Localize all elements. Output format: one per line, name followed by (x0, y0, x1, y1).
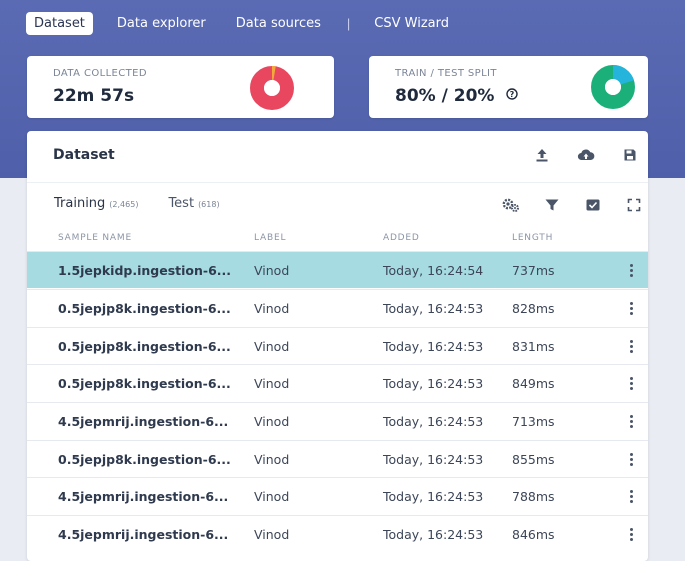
tab-dataset[interactable]: Dataset (26, 11, 93, 35)
sample-name: 4.5jepmrij.ingestion-6... (58, 527, 229, 542)
row-menu-icon[interactable] (624, 451, 638, 467)
train-test-split-text: 80% / 20% (395, 86, 495, 106)
filter-icon[interactable] (542, 195, 562, 215)
settings-icon[interactable] (501, 195, 521, 215)
table-row[interactable]: 0.5jepjp8k.ingestion-6... Vinod Today, 1… (27, 364, 648, 401)
table-row[interactable]: 0.5jepjp8k.ingestion-6... Vinod Today, 1… (27, 327, 648, 364)
sample-name: 4.5jepmrij.ingestion-6... (58, 489, 229, 504)
row-menu-icon[interactable] (624, 488, 638, 504)
sample-added: Today, 16:24:53 (383, 414, 484, 429)
column-label[interactable]: LABEL (254, 233, 287, 243)
sample-name: 0.5jepjp8k.ingestion-6... (58, 452, 231, 467)
panel-divider (27, 182, 648, 183)
save-icon[interactable] (620, 145, 640, 165)
nav-separator: | (346, 15, 351, 31)
sample-label: Vinod (254, 414, 290, 429)
row-menu-icon[interactable] (624, 413, 638, 429)
sample-length: 788ms (512, 489, 555, 504)
sample-name: 0.5jepjp8k.ingestion-6... (58, 301, 231, 316)
data-collected-card: DATA COLLECTED 22m 57s (27, 56, 334, 118)
sample-added: Today, 16:24:53 (383, 339, 484, 354)
sample-label: Vinod (254, 301, 290, 316)
tab-csv-wizard[interactable]: CSV Wizard (374, 15, 449, 31)
row-menu-icon[interactable] (624, 526, 638, 542)
table-header: SAMPLE NAME LABEL ADDED LENGTH (27, 229, 648, 251)
sample-name: 0.5jepjp8k.ingestion-6... (58, 376, 231, 391)
column-sample-name[interactable]: SAMPLE NAME (58, 233, 132, 243)
dataset-panel: Dataset Training (2,465) Test (618) (27, 131, 648, 561)
tab-test[interactable]: Test (618) (168, 196, 219, 211)
dataset-title: Dataset (53, 147, 115, 163)
tab-training[interactable]: Training (2,465) (54, 196, 138, 211)
table-row[interactable]: 1.5jepkidp.ingestion-6... Vinod Today, 1… (27, 251, 648, 288)
train-test-split-card: TRAIN / TEST SPLIT 80% / 20% ? (369, 56, 648, 118)
table-row[interactable]: 4.5jepmrij.ingestion-6... Vinod Today, 1… (27, 402, 648, 439)
tab-data-explorer[interactable]: Data explorer (116, 15, 206, 31)
sample-added: Today, 16:24:53 (383, 527, 484, 542)
tab-test-count: (618) (198, 200, 220, 209)
sample-length: 846ms (512, 527, 555, 542)
sample-label: Vinod (254, 452, 290, 467)
dataset-tools (501, 195, 644, 215)
train-test-split-value: 80% / 20% ? (395, 86, 519, 106)
sample-name: 0.5jepjp8k.ingestion-6... (58, 339, 231, 354)
sample-length: 713ms (512, 414, 555, 429)
sample-label: Vinod (254, 527, 290, 542)
sample-length: 831ms (512, 339, 555, 354)
cloud-upload-icon[interactable] (576, 145, 596, 165)
train-test-split-donut (591, 65, 635, 109)
sample-length: 855ms (512, 452, 555, 467)
row-menu-icon[interactable] (624, 262, 638, 278)
tab-training-label: Training (54, 196, 106, 211)
data-collected-label: DATA COLLECTED (53, 68, 147, 79)
sample-label: Vinod (254, 263, 290, 278)
table-row[interactable]: 0.5jepjp8k.ingestion-6... Vinod Today, 1… (27, 289, 648, 326)
data-collected-donut (250, 66, 294, 110)
dataset-subtabs: Training (2,465) Test (618) (54, 196, 250, 211)
tab-test-label: Test (168, 196, 195, 211)
sample-label: Vinod (254, 339, 290, 354)
sample-name: 4.5jepmrij.ingestion-6... (58, 414, 229, 429)
sample-added: Today, 16:24:54 (383, 263, 484, 278)
sample-length: 737ms (512, 263, 555, 278)
column-length[interactable]: LENGTH (512, 233, 554, 243)
tab-training-count: (2,465) (109, 200, 139, 209)
sample-name: 1.5jepkidp.ingestion-6... (58, 263, 232, 278)
sample-added: Today, 16:24:53 (383, 489, 484, 504)
dataset-header-actions (532, 145, 640, 165)
table-row[interactable]: 0.5jepjp8k.ingestion-6... Vinod Today, 1… (27, 440, 648, 477)
sample-added: Today, 16:24:53 (383, 376, 484, 391)
tab-data-sources[interactable]: Data sources (235, 15, 321, 31)
row-menu-icon[interactable] (624, 375, 638, 391)
svg-text:?: ? (510, 90, 515, 99)
sample-length: 828ms (512, 301, 555, 316)
train-test-split-label: TRAIN / TEST SPLIT (395, 68, 497, 79)
top-nav: Dataset Data explorer Data sources | CSV… (26, 10, 471, 36)
help-icon[interactable]: ? (506, 88, 519, 100)
table-row[interactable]: 4.5jepmrij.ingestion-6... Vinod Today, 1… (27, 477, 648, 514)
sample-label: Vinod (254, 376, 290, 391)
upload-icon[interactable] (532, 145, 552, 165)
data-collected-value: 22m 57s (53, 86, 135, 106)
fullscreen-icon[interactable] (624, 195, 644, 215)
sample-added: Today, 16:24:53 (383, 452, 484, 467)
sample-added: Today, 16:24:53 (383, 301, 484, 316)
table-row[interactable]: 4.5jepmrij.ingestion-6... Vinod Today, 1… (27, 515, 648, 552)
row-menu-icon[interactable] (624, 338, 638, 354)
row-menu-icon[interactable] (624, 300, 638, 316)
select-all-icon[interactable] (583, 195, 603, 215)
column-added[interactable]: ADDED (383, 233, 420, 243)
sample-label: Vinod (254, 489, 290, 504)
sample-length: 849ms (512, 376, 555, 391)
